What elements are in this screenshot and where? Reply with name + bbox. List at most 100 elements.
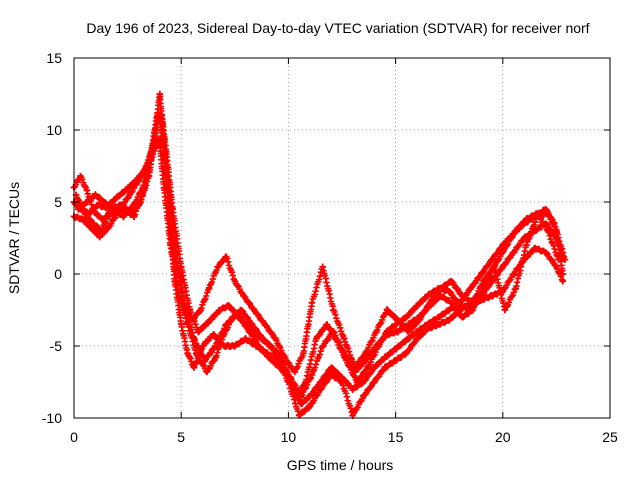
data-point xyxy=(488,278,496,285)
data-point xyxy=(561,256,569,263)
data-point xyxy=(276,364,284,371)
data-point xyxy=(510,270,517,278)
data-point xyxy=(373,342,380,350)
data-point xyxy=(225,302,232,309)
data-point xyxy=(330,328,337,335)
data-point xyxy=(381,364,389,371)
data-point xyxy=(287,374,294,381)
data-point xyxy=(364,364,371,371)
x-tick-label: 10 xyxy=(281,429,297,445)
data-point xyxy=(330,306,337,314)
data-point xyxy=(383,306,391,314)
data-point xyxy=(559,278,567,285)
data-point xyxy=(413,302,421,309)
data-point xyxy=(319,342,326,350)
data-point xyxy=(531,244,539,252)
data-point xyxy=(394,328,401,335)
data-point xyxy=(313,335,320,342)
data-point xyxy=(340,335,348,342)
data-point xyxy=(317,378,324,386)
data-point xyxy=(370,378,378,386)
y-tick-label: 0 xyxy=(54,266,62,282)
data-point xyxy=(544,227,552,234)
data-point xyxy=(553,263,560,270)
data-point xyxy=(283,357,290,364)
data-point xyxy=(381,354,389,361)
data-point xyxy=(197,306,204,314)
data-point xyxy=(105,224,112,232)
data-point xyxy=(349,386,356,393)
data-point xyxy=(392,345,399,353)
data-point xyxy=(469,306,476,314)
data-point xyxy=(435,321,442,328)
data-point xyxy=(446,288,453,295)
data-point xyxy=(147,148,155,155)
data-point xyxy=(437,285,444,292)
data-point xyxy=(255,342,262,350)
data-point xyxy=(458,292,466,299)
data-point xyxy=(448,299,455,306)
data-point xyxy=(291,368,299,376)
data-point xyxy=(203,368,211,376)
data-point xyxy=(90,220,97,227)
data-point xyxy=(156,90,163,98)
data-point xyxy=(467,285,474,292)
data-point xyxy=(362,357,369,364)
data-point xyxy=(491,263,498,270)
data-point xyxy=(456,299,464,306)
data-point xyxy=(98,227,106,234)
data-point xyxy=(261,321,269,328)
data-point xyxy=(216,306,223,314)
data-point xyxy=(100,198,108,206)
data-point xyxy=(501,306,509,314)
data-point xyxy=(403,350,410,357)
data-point xyxy=(289,386,296,393)
data-point xyxy=(94,201,101,209)
axis-ticks: 0 5 10 15 20 25 -10 -5 0 5 10 15 xyxy=(42,50,618,445)
x-tick-label: 5 xyxy=(177,429,185,445)
y-tick-label: -10 xyxy=(42,410,62,426)
data-point xyxy=(499,263,506,270)
data-point xyxy=(542,249,549,256)
data-point xyxy=(231,278,238,285)
data-point xyxy=(109,206,116,213)
data-point xyxy=(223,253,230,260)
data-point xyxy=(130,201,138,209)
data-point xyxy=(559,270,567,278)
data-point xyxy=(403,337,410,344)
data-point xyxy=(195,328,202,335)
data-point xyxy=(523,242,530,249)
data-point xyxy=(158,126,166,134)
data-point xyxy=(259,335,266,342)
data-point xyxy=(96,233,103,240)
data-point xyxy=(167,242,174,249)
data-point xyxy=(424,292,431,299)
data-point xyxy=(512,227,519,234)
data-point xyxy=(210,331,217,338)
data-point xyxy=(244,325,251,332)
data-point xyxy=(351,368,359,376)
data-point xyxy=(205,318,213,325)
data-points xyxy=(70,90,569,419)
data-point xyxy=(553,227,560,234)
data-point xyxy=(488,292,496,299)
data-point xyxy=(373,328,380,335)
data-point xyxy=(448,278,455,285)
data-point xyxy=(223,321,230,328)
data-point xyxy=(270,345,277,353)
x-tick-label: 15 xyxy=(388,429,404,445)
data-point xyxy=(132,177,140,184)
data-point xyxy=(75,206,82,213)
data-point xyxy=(233,311,241,318)
data-point xyxy=(128,210,136,217)
data-point xyxy=(437,292,444,299)
data-point xyxy=(424,321,431,328)
data-point xyxy=(403,314,410,321)
data-point xyxy=(212,354,219,361)
data-point xyxy=(480,285,487,292)
y-axis-label: SDTVAR / TECUs xyxy=(6,182,22,294)
data-point xyxy=(295,411,303,419)
data-point xyxy=(154,109,161,116)
data-point xyxy=(501,244,509,252)
x-tick-label: 25 xyxy=(602,429,618,445)
